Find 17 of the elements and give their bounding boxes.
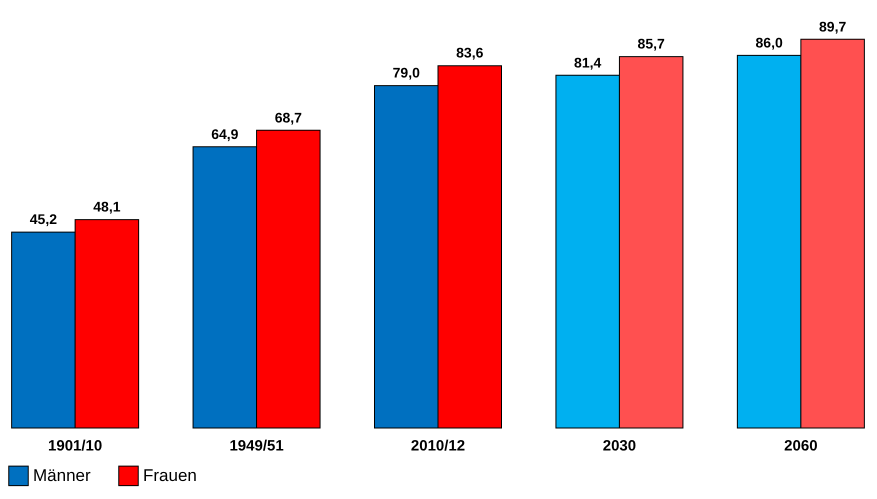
x-tick-label: 2030 xyxy=(602,438,636,454)
x-tick-label: 2010/12 xyxy=(410,438,466,454)
data-label: 64,9 xyxy=(211,126,239,142)
data-label: 85,7 xyxy=(638,36,666,52)
data-label: 86,0 xyxy=(755,34,783,50)
x-tick-label: 1949/51 xyxy=(229,438,284,454)
legend-label: Frauen xyxy=(143,466,197,485)
data-label: 68,7 xyxy=(274,109,302,126)
data-label: 81,4 xyxy=(574,54,602,70)
legend-label: Männer xyxy=(33,466,91,485)
data-label: 89,7 xyxy=(818,18,846,34)
x-tick-label: 1901/10 xyxy=(48,438,102,454)
x-tick-label: 2060 xyxy=(784,438,818,454)
data-label: 83,6 xyxy=(456,44,484,61)
data-label: 48,1 xyxy=(93,198,121,215)
data-label: 45,2 xyxy=(30,211,58,228)
data-label: 79,0 xyxy=(392,64,420,81)
